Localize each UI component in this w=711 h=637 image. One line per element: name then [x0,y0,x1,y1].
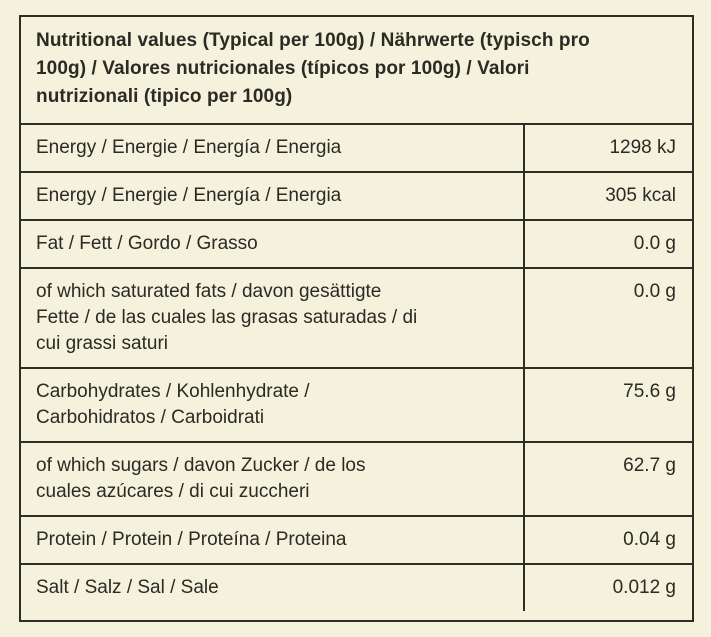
nutrient-value: 0.0 g [633,233,676,254]
nutrient-label: Energy / Energie / Energía / Energia [21,125,525,171]
nutrient-value: 0.04 g [623,529,676,550]
table-row-carbohydrates: Carbohydrates / Kohlenhydrate / Carbohid… [21,367,692,441]
table-row-protein: Protein / Protein / Proteína / Proteina … [21,515,692,563]
nutrition-table: Nutritional values (Typical per 100g) / … [19,15,694,622]
nutrient-value: 0.012 g [612,577,676,598]
table-row-sugars: of which sugars / davon Zucker / de los … [21,441,692,515]
nutrient-value: 62.7 g [623,455,676,476]
nutrient-label: Salt / Salz / Sal / Sale [21,565,525,611]
table-row-fat: Fat / Fett / Gordo / Grasso 0.0 g [21,219,692,267]
nutrient-label: of which saturated fats / davon gesättig… [21,269,525,367]
nutrient-label: Energy / Energie / Energía / Energia [21,173,525,219]
table-title-text: Nutritional values (Typical per 100g) / … [36,30,590,107]
nutrient-value: 1298 kJ [609,137,676,158]
table-row-energy-kcal: Energy / Energie / Energía / Energia 305… [21,171,692,219]
table-title: Nutritional values (Typical per 100g) / … [21,17,692,123]
nutrient-label: Carbohydrates / Kohlenhydrate / Carbohid… [21,369,525,441]
nutrient-label: Protein / Protein / Proteína / Proteina [21,517,525,563]
nutrient-value: 75.6 g [623,381,676,402]
nutrient-value: 0.0 g [633,281,676,302]
nutrient-label: of which sugars / davon Zucker / de los … [21,443,525,515]
table-row-energy-kj: Energy / Energie / Energía / Energia 129… [21,123,692,171]
table-row-salt: Salt / Salz / Sal / Sale 0.012 g [21,563,692,611]
table-row-saturated-fats: of which saturated fats / davon gesättig… [21,267,692,367]
nutrient-label: Fat / Fett / Gordo / Grasso [21,221,525,267]
nutrient-value: 305 kcal [605,185,676,206]
